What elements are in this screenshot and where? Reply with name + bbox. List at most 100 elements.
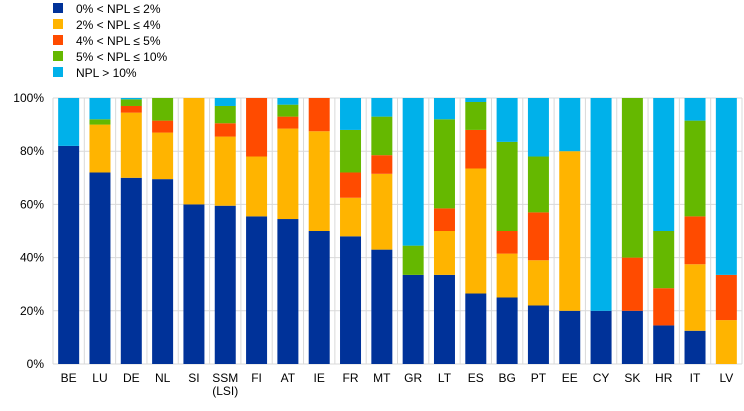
- legend-label: 0% < NPL ≤ 2%: [76, 2, 161, 16]
- legend-label: 4% < NPL ≤ 5%: [76, 34, 161, 48]
- bar-segment: [590, 98, 612, 311]
- bar-segment: [496, 141, 518, 231]
- bar-segment: [277, 219, 299, 364]
- legend-label: 2% < NPL ≤ 4%: [76, 18, 161, 32]
- bar-segment: [653, 325, 675, 364]
- bar-segment: [89, 98, 111, 120]
- bar-segment: [214, 105, 236, 124]
- bar-segment: [308, 231, 330, 364]
- bar-segment: [621, 98, 643, 258]
- bar-segment: [465, 98, 487, 102]
- x-tick-label: FR: [343, 371, 359, 385]
- bar-segment: [308, 98, 330, 132]
- legend-swatch: [53, 35, 63, 45]
- bar-segment: [653, 231, 675, 289]
- x-tick-label: BE: [61, 371, 77, 385]
- bar-segment: [684, 216, 706, 265]
- y-tick-label: 60%: [20, 197, 44, 211]
- y-tick-label: 80%: [20, 144, 44, 158]
- bars: [58, 98, 737, 364]
- bar-segment: [277, 128, 299, 220]
- x-tick-label: HR: [655, 371, 673, 385]
- bar-segment: [246, 98, 268, 157]
- bar-segment: [465, 101, 487, 130]
- bar-segment: [152, 120, 174, 133]
- bar-segment: [559, 310, 581, 364]
- legend-label: NPL > 10%: [76, 66, 137, 80]
- x-tick-label: PT: [531, 371, 547, 385]
- bar-segment: [371, 249, 393, 364]
- x-tick-label: IE: [314, 371, 325, 385]
- bar-segment: [402, 98, 424, 246]
- bar-segment: [152, 98, 174, 121]
- bar-segment: [277, 104, 299, 117]
- x-tick-label: BG: [498, 371, 515, 385]
- bar-segment: [496, 297, 518, 364]
- bar-segment: [590, 310, 612, 364]
- bar-segment: [684, 98, 706, 121]
- bar-segment: [653, 288, 675, 326]
- y-tick-label: 100%: [13, 91, 44, 105]
- y-tick-label: 0%: [27, 357, 45, 371]
- bar-segment: [465, 129, 487, 169]
- bar-segment: [433, 98, 455, 120]
- bar-segment: [621, 257, 643, 311]
- bar-segment: [371, 173, 393, 250]
- bar-segment: [340, 98, 362, 130]
- legend-swatch: [53, 67, 63, 77]
- bar-segment: [340, 197, 362, 237]
- legend: 0% < NPL ≤ 2% 2% < NPL ≤ 4% 4% < NPL ≤ 5% 5…: [53, 2, 168, 80]
- bar-segment: [214, 98, 236, 106]
- bar-segment: [277, 116, 299, 129]
- bar-segment: [371, 116, 393, 156]
- x-tick-label: SK: [624, 371, 640, 385]
- bar-segment: [120, 105, 142, 113]
- x-tick-label: CY: [593, 371, 610, 385]
- bar-segment: [214, 136, 236, 206]
- bar-segment: [58, 98, 80, 146]
- bar-segment: [433, 274, 455, 364]
- bar-segment: [715, 98, 737, 275]
- y-tick-label: 40%: [20, 251, 44, 265]
- x-tick-label: GR: [404, 371, 422, 385]
- bar-segment: [496, 231, 518, 254]
- bar-segment: [246, 216, 268, 364]
- bar-segment: [496, 253, 518, 298]
- x-tick-label: DE: [123, 371, 140, 385]
- bar-segment: [465, 168, 487, 294]
- bar-segment: [527, 156, 549, 213]
- bar-segment: [653, 98, 675, 231]
- bar-segment: [371, 98, 393, 117]
- legend-swatch: [53, 19, 63, 29]
- bar-segment: [402, 274, 424, 364]
- x-tick-label: IT: [690, 371, 701, 385]
- bar-segment: [183, 98, 205, 205]
- y-tick-label: 20%: [20, 304, 44, 318]
- bar-segment: [340, 236, 362, 364]
- x-tick-label: MT: [373, 371, 391, 385]
- bar-segment: [277, 98, 299, 105]
- bar-segment: [214, 123, 236, 137]
- bar-segment: [340, 129, 362, 173]
- bar-segment: [89, 119, 111, 125]
- x-tick-label: FI: [251, 371, 262, 385]
- bar-segment: [89, 172, 111, 364]
- legend-swatch: [53, 51, 63, 61]
- bar-segment: [120, 112, 142, 178]
- x-tick-label: NL: [155, 371, 171, 385]
- bar-segment: [433, 208, 455, 231]
- legend-label: 5% < NPL ≤ 10%: [76, 50, 168, 64]
- x-tick-label: SI: [188, 371, 199, 385]
- bar-segment: [621, 310, 643, 364]
- bar-segment: [684, 330, 706, 364]
- bar-segment: [340, 172, 362, 198]
- bar-segment: [152, 179, 174, 364]
- bar-segment: [527, 98, 549, 157]
- bar-segment: [559, 151, 581, 311]
- bar-segment: [89, 124, 111, 173]
- bar-segment: [371, 155, 393, 174]
- bar-segment: [433, 119, 455, 209]
- x-tick-label: LV: [719, 371, 733, 385]
- bar-segment: [527, 212, 549, 261]
